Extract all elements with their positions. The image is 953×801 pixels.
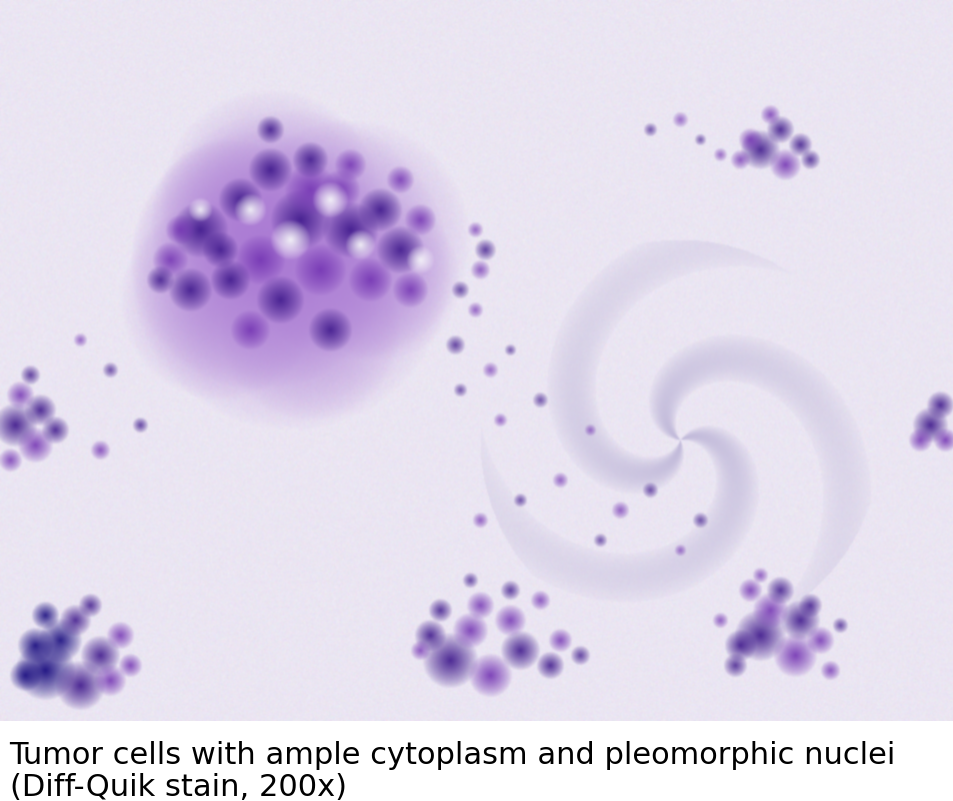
Text: Tumor cells with ample cytoplasm and pleomorphic nuclei: Tumor cells with ample cytoplasm and ple…	[10, 741, 895, 770]
Text: (Diff-Quik stain, 200x): (Diff-Quik stain, 200x)	[10, 773, 346, 801]
